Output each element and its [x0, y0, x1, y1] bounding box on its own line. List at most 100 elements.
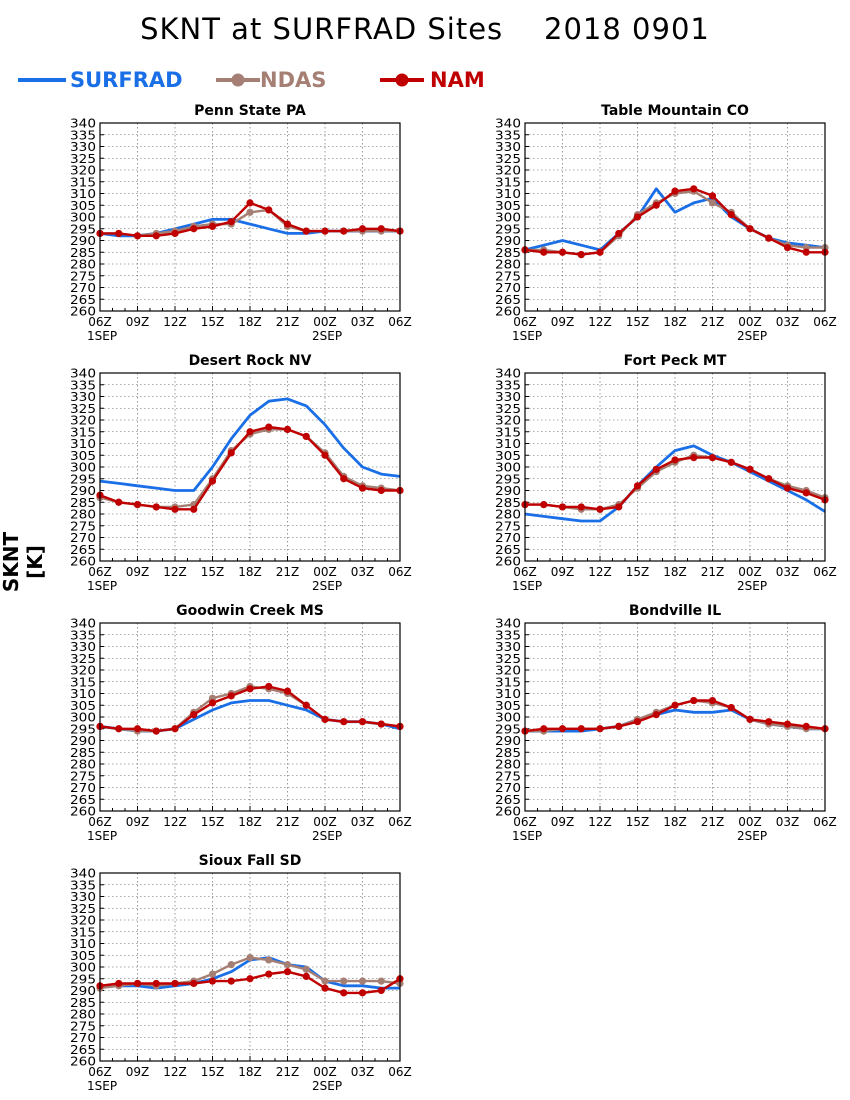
y-tick-label: 330 — [70, 890, 96, 904]
panel-title: Penn State PA — [194, 103, 306, 119]
y-tick-label: 330 — [495, 390, 521, 404]
data-point-nam — [115, 979, 123, 988]
x-date-label: 2SEP — [312, 329, 342, 343]
data-point-nam — [577, 725, 585, 733]
legend-swatch-nam — [380, 73, 424, 87]
x-date-label: 1SEP — [512, 329, 542, 343]
data-point-nam — [133, 725, 142, 733]
x-tick-label: 18Z — [663, 315, 687, 329]
data-point-nam — [283, 687, 292, 695]
x-tick-label: 18Z — [238, 1065, 262, 1079]
x-tick-label: 15Z — [201, 1065, 225, 1079]
data-point-nam — [783, 243, 792, 252]
x-tick-label: 21Z — [701, 315, 725, 329]
chart-panel-6: Bondville IL2602652702752802852902953003… — [495, 603, 837, 843]
data-point-nam — [246, 199, 254, 207]
plot-frame — [99, 622, 401, 812]
data-point-nam — [558, 503, 567, 511]
y-tick-label: 300 — [70, 711, 96, 725]
x-tick-label: 12Z — [163, 815, 187, 829]
data-point-nam — [265, 423, 273, 431]
panel-title: Table Mountain CO — [601, 103, 749, 119]
y-tick-label: 265 — [70, 793, 96, 807]
y-tick-label: 295 — [70, 222, 96, 236]
x-tick-label: 03Z — [351, 565, 375, 579]
data-point-nam — [690, 696, 698, 705]
data-point-nam — [302, 432, 310, 441]
data-point-ndas — [321, 977, 329, 985]
x-tick-label: 03Z — [776, 315, 800, 329]
data-point-nam — [265, 682, 273, 691]
panel-title: Goodwin Creek MS — [176, 603, 324, 619]
data-point-nam — [152, 232, 160, 240]
data-point-ndas — [208, 970, 217, 978]
y-tick-label: 295 — [70, 722, 96, 736]
data-point-nam — [671, 456, 679, 464]
y-tick-label: 275 — [70, 769, 96, 783]
data-point-nam — [265, 970, 273, 978]
x-date-label: 1SEP — [87, 1079, 117, 1093]
data-point-nam — [171, 229, 179, 238]
y-tick-label: 320 — [495, 164, 521, 178]
x-date-label: 1SEP — [87, 579, 117, 593]
y-tick-label: 340 — [70, 617, 96, 631]
y-tick-label: 290 — [70, 234, 96, 248]
legend-label: NAM — [430, 68, 485, 92]
data-point-nam — [652, 465, 660, 473]
data-point-nam — [671, 701, 679, 709]
y-tick-label: 270 — [70, 781, 96, 795]
data-point-nam — [190, 225, 198, 233]
data-point-nam — [377, 720, 385, 728]
data-point-nam — [152, 979, 160, 988]
y-tick-label: 265 — [70, 293, 96, 307]
plot-frame — [99, 122, 401, 312]
plot-frame — [524, 622, 826, 812]
x-tick-label: 03Z — [351, 315, 375, 329]
y-tick-label: 290 — [70, 984, 96, 998]
series-surfrad — [99, 397, 401, 492]
data-point-nam — [671, 187, 679, 195]
y-tick-label: 315 — [495, 175, 521, 189]
data-point-nam — [727, 458, 735, 466]
x-tick-label: 21Z — [276, 315, 300, 329]
data-point-nam — [340, 475, 348, 483]
y-tick-label: 280 — [495, 258, 521, 272]
chart-panel-4: Fort Peck MT2602652702752802852902953003… — [495, 353, 837, 593]
data-point-nam — [690, 454, 698, 462]
data-point-nam — [227, 977, 235, 985]
data-point-nam — [708, 696, 717, 705]
x-tick-label: 06Z — [88, 815, 112, 829]
data-point-ndas — [246, 954, 254, 962]
data-point-nam — [577, 251, 585, 259]
x-tick-label: 00Z — [313, 815, 337, 829]
y-tick-label: 340 — [495, 367, 521, 381]
y-tick-label: 285 — [495, 496, 521, 510]
y-tick-label: 270 — [495, 531, 521, 545]
data-point-nam — [283, 220, 292, 228]
data-point-nam — [208, 977, 217, 985]
y-tick-label: 290 — [70, 734, 96, 748]
y-tick-label: 340 — [495, 117, 521, 131]
legend-entry-nam: NAM — [380, 66, 540, 96]
chart-panel-2: Table Mountain CO 26026527027528028529029… — [495, 103, 837, 343]
data-point-nam — [802, 489, 810, 497]
y-tick-label: 300 — [495, 461, 521, 475]
y-tick-label: 270 — [70, 281, 96, 295]
data-point-ndas — [340, 977, 348, 985]
y-tick-label: 325 — [495, 402, 521, 416]
x-tick-label: 00Z — [738, 315, 762, 329]
y-tick-label: 315 — [495, 675, 521, 689]
x-tick-label: 21Z — [276, 565, 300, 579]
y-tick-label: 310 — [70, 187, 96, 201]
y-tick-label: 290 — [70, 484, 96, 498]
data-point-nam — [596, 505, 604, 513]
data-point-nam — [246, 428, 254, 436]
x-tick-label: 09Z — [126, 565, 150, 579]
y-tick-label: 285 — [70, 746, 96, 760]
x-tick-label: 21Z — [701, 815, 725, 829]
y-tick-label: 270 — [495, 781, 521, 795]
data-point-nam — [690, 185, 698, 193]
data-point-nam — [208, 477, 217, 485]
y-tick-label: 320 — [70, 914, 96, 928]
